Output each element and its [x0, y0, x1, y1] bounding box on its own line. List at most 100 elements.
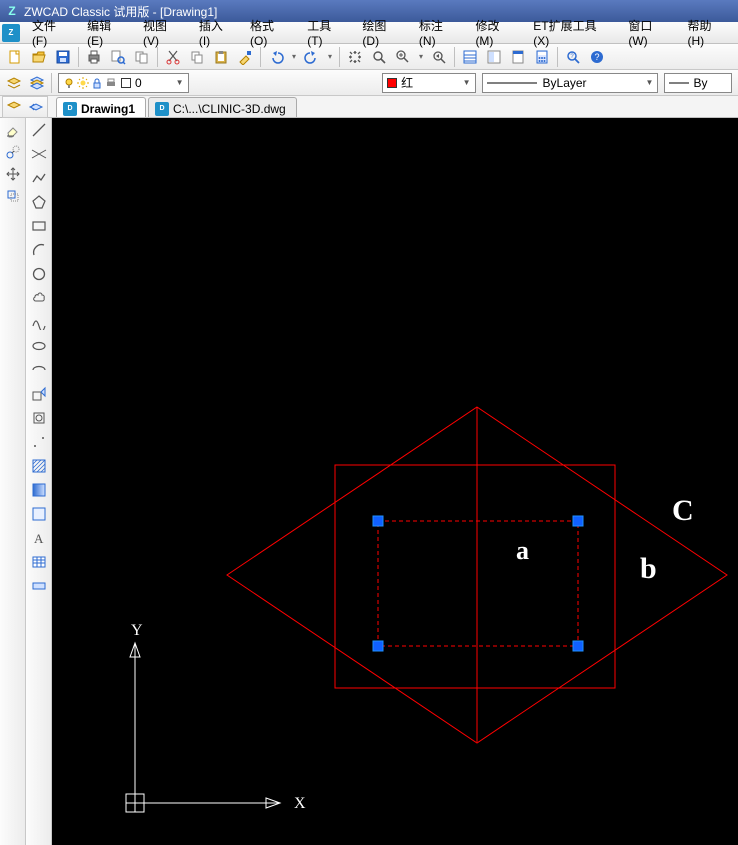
help-zoom-icon[interactable]: ? [562, 46, 584, 68]
ellipse-icon[interactable] [28, 336, 50, 356]
ellipse-arc-icon[interactable] [28, 360, 50, 380]
tab-clinic[interactable]: D C:\...\CLINIC-3D.dwg [148, 97, 297, 117]
spline-icon[interactable] [28, 312, 50, 332]
properties-toolbar: 0 ▼ 红 ▼ ByLayer ▼ By [0, 70, 738, 96]
region-icon[interactable] [28, 504, 50, 524]
layer-states-icon[interactable] [27, 72, 48, 94]
polygon-icon[interactable] [28, 192, 50, 212]
rectangle-icon[interactable] [28, 216, 50, 236]
insert-block-icon[interactable] [28, 384, 50, 404]
arc-icon[interactable] [28, 240, 50, 260]
color-swatch [387, 78, 397, 88]
zoom-dropdown[interactable]: ▾ [416, 46, 426, 68]
zoom-previous-icon[interactable] [428, 46, 450, 68]
draw-toolbar: A [26, 118, 52, 845]
menu-edit[interactable]: 编辑(E) [79, 15, 135, 50]
layer-prev-icon[interactable] [26, 98, 46, 116]
pan-icon[interactable] [344, 46, 366, 68]
publish-icon[interactable] [131, 46, 153, 68]
help-icon[interactable]: ? [586, 46, 608, 68]
quick-layer-toolbar [2, 96, 48, 118]
redo-icon[interactable] [301, 46, 323, 68]
print-preview-icon[interactable] [107, 46, 129, 68]
layer-manager-icon[interactable] [4, 72, 25, 94]
app-logo-icon: Z [2, 24, 20, 42]
annotation-c: C [672, 494, 694, 528]
line-icon[interactable] [28, 120, 50, 140]
print-icon[interactable] [83, 46, 105, 68]
text-icon[interactable]: A [28, 528, 50, 548]
design-center-icon[interactable] [483, 46, 505, 68]
lineweight-preview [669, 79, 689, 87]
table-icon[interactable] [28, 552, 50, 572]
tab-drawing1[interactable]: D Drawing1 [56, 97, 146, 117]
redo-dropdown[interactable]: ▾ [325, 46, 335, 68]
save-icon[interactable] [52, 46, 74, 68]
xline-icon[interactable] [28, 144, 50, 164]
color-name: 红 [401, 74, 413, 91]
undo-icon[interactable] [265, 46, 287, 68]
lock-icon [91, 77, 103, 89]
new-icon[interactable] [4, 46, 26, 68]
paste-icon[interactable] [210, 46, 232, 68]
color-combo[interactable]: 红 ▼ [382, 73, 475, 93]
zoom-window-icon[interactable] [392, 46, 414, 68]
menu-view[interactable]: 视图(V) [135, 15, 191, 50]
copy-tool-icon[interactable] [2, 142, 24, 162]
hatch-icon[interactable] [28, 456, 50, 476]
match-props-icon[interactable] [234, 46, 256, 68]
extra-icon[interactable] [28, 576, 50, 596]
app-icon: Z [4, 3, 20, 19]
sun-icon [77, 77, 89, 89]
menu-draw[interactable]: 绘图(D) [354, 15, 411, 50]
modify-toolbar [0, 118, 26, 845]
lineweight-name: By [693, 76, 707, 90]
revision-cloud-icon[interactable] [28, 288, 50, 308]
menu-help[interactable]: 帮助(H) [680, 15, 737, 50]
layer-combo[interactable]: 0 ▼ [58, 73, 189, 93]
menu-bar: Z 文件(F) 编辑(E) 视图(V) 插入(I) 格式(O) 工具(T) 绘图… [0, 22, 738, 44]
menu-modify[interactable]: 修改(M) [467, 15, 525, 50]
gradient-icon[interactable] [28, 480, 50, 500]
menu-et[interactable]: ET扩展工具(X) [525, 15, 620, 50]
polyline-icon[interactable] [28, 168, 50, 188]
menu-insert[interactable]: 插入(I) [191, 15, 242, 50]
properties-icon[interactable] [459, 46, 481, 68]
annotation-a: a [516, 536, 529, 566]
print-small-icon [105, 77, 117, 89]
menu-file[interactable]: 文件(F) [24, 15, 79, 50]
layer-name: 0 [135, 76, 142, 90]
svg-text:Y: Y [131, 622, 143, 639]
make-block-icon[interactable] [28, 408, 50, 428]
bulb-icon [63, 77, 75, 89]
svg-text:A: A [34, 531, 44, 546]
tab-label: Drawing1 [81, 102, 135, 116]
tab-label: C:\...\CLINIC-3D.dwg [173, 102, 286, 116]
svg-text:X: X [294, 795, 306, 812]
svg-text:?: ? [594, 52, 599, 62]
zoom-realtime-icon[interactable] [368, 46, 390, 68]
circle-icon[interactable] [28, 264, 50, 284]
lineweight-combo[interactable]: By [664, 73, 732, 93]
dwg-icon: D [155, 102, 169, 116]
cut-icon[interactable] [162, 46, 184, 68]
undo-dropdown[interactable]: ▾ [289, 46, 299, 68]
point-icon[interactable] [28, 432, 50, 452]
layer-color-swatch [121, 78, 131, 88]
drawing-canvas[interactable]: X Y a b C [52, 118, 738, 845]
annotation-b: b [640, 552, 657, 586]
chevron-down-icon: ▼ [463, 78, 471, 87]
layer-iso-icon[interactable] [4, 98, 24, 116]
offset-icon[interactable] [2, 186, 24, 206]
document-tabs: D Drawing1 D C:\...\CLINIC-3D.dwg [0, 96, 738, 118]
copy-icon[interactable] [186, 46, 208, 68]
calculator-icon[interactable] [531, 46, 553, 68]
move-icon[interactable] [2, 164, 24, 184]
chevron-down-icon: ▼ [176, 78, 184, 87]
open-icon[interactable] [28, 46, 50, 68]
workspace: A X Y a b C [0, 118, 738, 845]
tool-palettes-icon[interactable] [507, 46, 529, 68]
erase-icon[interactable] [2, 120, 24, 140]
menu-window[interactable]: 窗口(W) [620, 15, 679, 50]
linetype-combo[interactable]: ByLayer ▼ [482, 73, 659, 93]
